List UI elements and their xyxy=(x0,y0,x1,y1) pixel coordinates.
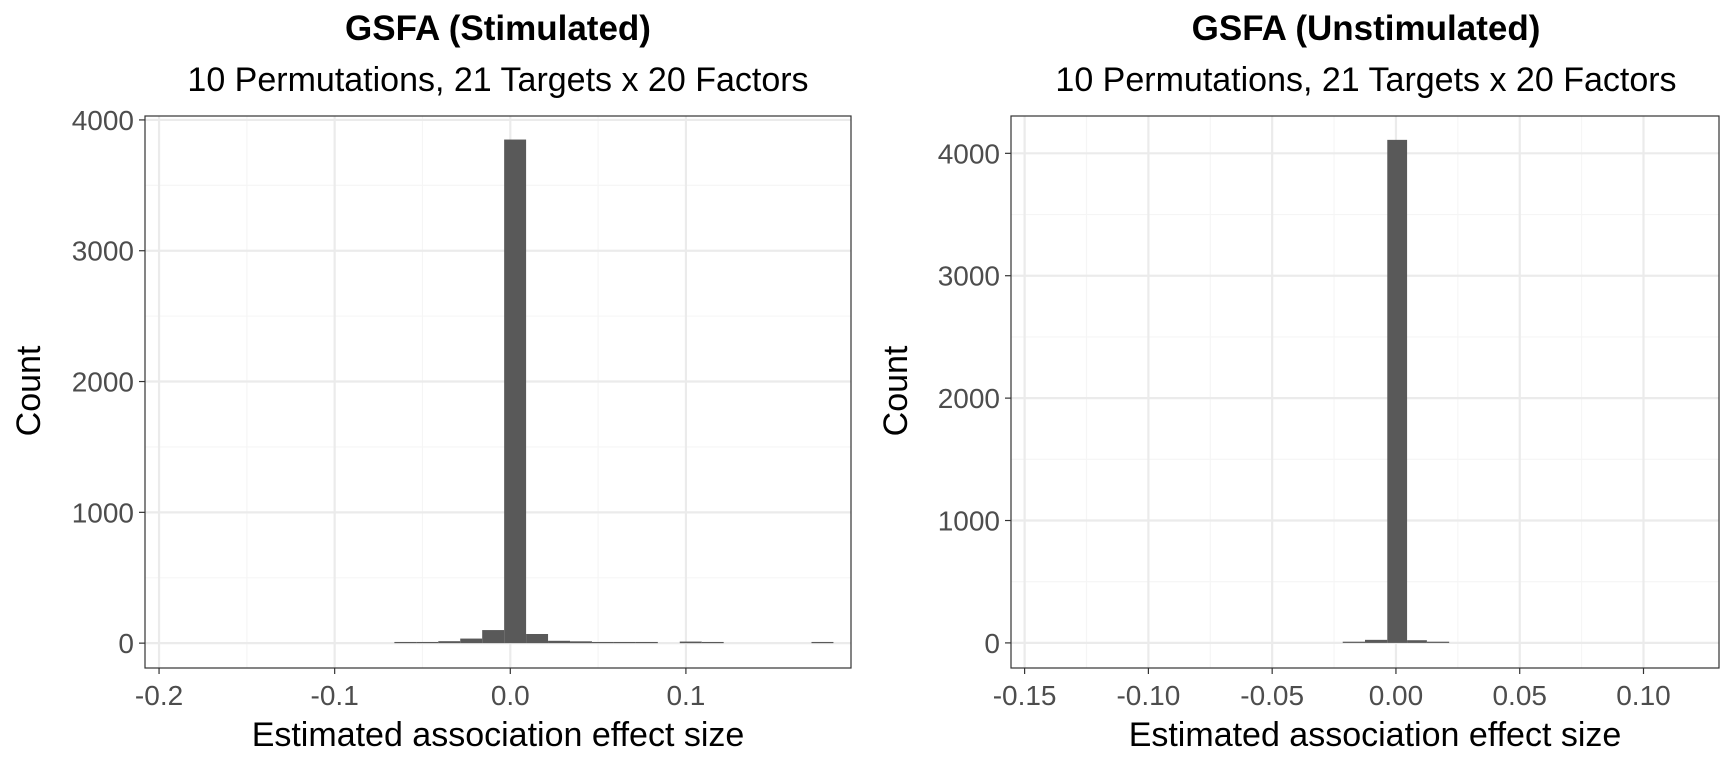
histogram-bar xyxy=(635,641,658,644)
histogram-bar xyxy=(1407,640,1427,643)
histogram-bar xyxy=(504,139,527,644)
histogram-bar xyxy=(460,638,483,644)
x-tick-label: -0.10 xyxy=(1116,680,1180,711)
x-axis-title: Estimated association effect size xyxy=(1129,716,1622,754)
histogram-bar xyxy=(482,630,505,644)
panel-title: GSFA (Unstimulated) xyxy=(1192,9,1541,48)
histogram-bar xyxy=(1426,641,1450,643)
y-tick-label: 4000 xyxy=(72,105,134,136)
x-tick-label: 0.10 xyxy=(1616,680,1671,711)
x-tick-label: -0.15 xyxy=(993,680,1057,711)
histogram-bar xyxy=(438,641,461,644)
histogram-bar xyxy=(1342,641,1365,643)
y-tick-label: 4000 xyxy=(938,138,1000,169)
y-axis-title: Count xyxy=(877,345,915,436)
histogram-bar xyxy=(591,641,614,644)
histogram-bar xyxy=(548,640,571,644)
histogram-bar xyxy=(1387,139,1408,643)
plot-area: 0 1000 2000 3000 4000 -0.15 -0.10 -0.05 0.00 0.05… xyxy=(938,115,1720,711)
panel-subtitle: 10 Permutations, 21 Targets x 20 Factors xyxy=(187,61,808,99)
x-tick-label: -0.1 xyxy=(311,680,359,711)
panel-stimulated: GSFA (Stimulated) 10 Permutations, 21 Ta… xyxy=(10,9,852,754)
histogram-bar xyxy=(394,641,417,644)
histogram-bar xyxy=(526,633,549,644)
y-tick-label: 3000 xyxy=(938,261,1000,292)
histogram-bar xyxy=(811,641,834,644)
panel-border xyxy=(144,115,852,669)
x-tick-label: 0.0 xyxy=(491,680,530,711)
histogram-bar xyxy=(613,641,636,644)
panel-title: GSFA (Stimulated) xyxy=(345,9,651,48)
x-tick-label: -0.2 xyxy=(135,680,183,711)
y-tick-label: 0 xyxy=(984,628,1000,659)
panel-subtitle: 10 Permutations, 21 Targets x 20 Factors xyxy=(1055,61,1676,99)
panel-unstimulated: GSFA (Unstimulated) 10 Permutations, 21 … xyxy=(877,9,1720,754)
histogram-bar xyxy=(570,641,592,644)
y-tick-label: 3000 xyxy=(72,236,134,267)
y-tick-label: 0 xyxy=(118,628,134,659)
x-tick-label: 0.00 xyxy=(1369,680,1424,711)
histogram-bar xyxy=(679,641,702,644)
y-tick-label: 1000 xyxy=(72,497,134,528)
y-tick-label: 2000 xyxy=(72,367,134,398)
plot-area: 0 1000 2000 3000 4000 -0.2 -0.1 0.0 0.1 xyxy=(72,105,852,711)
y-axis-title: Count xyxy=(10,345,48,436)
histogram-bar xyxy=(701,641,724,644)
histogram-bar xyxy=(416,641,439,644)
y-tick-label: 2000 xyxy=(938,383,1000,414)
histogram-bar xyxy=(1365,639,1388,643)
x-tick-label: 0.05 xyxy=(1492,680,1547,711)
panel-border xyxy=(1010,115,1720,669)
y-tick-label: 1000 xyxy=(938,506,1000,537)
x-tick-label: 0.1 xyxy=(666,680,705,711)
x-axis-title: Estimated association effect size xyxy=(252,716,745,754)
x-tick-label: -0.05 xyxy=(1240,680,1304,711)
